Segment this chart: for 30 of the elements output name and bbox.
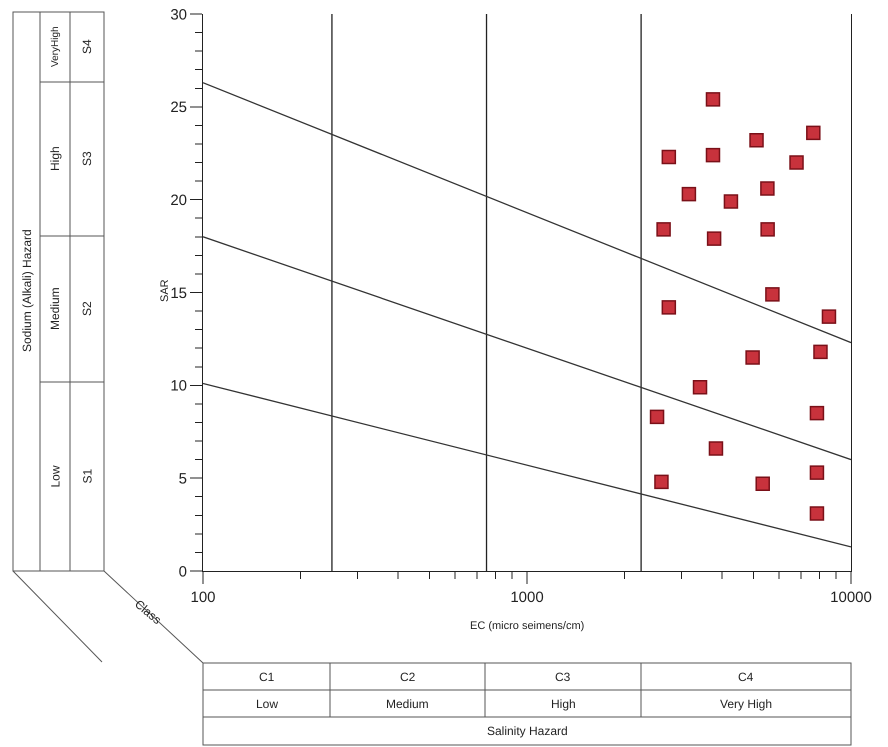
- text: High: [48, 146, 62, 171]
- y-tick-label: 10: [170, 378, 187, 395]
- y-tick-label: 15: [170, 284, 187, 302]
- text: Medium: [48, 287, 62, 330]
- text: S4: [80, 38, 94, 54]
- y-tick-label: 5: [178, 470, 187, 488]
- text: Salinity Hazard: [487, 724, 568, 738]
- text: Low: [48, 465, 62, 488]
- x-tick-label: 1000: [510, 589, 544, 606]
- y-tick-label: 30: [170, 6, 187, 24]
- text: Sodium (Alkali) Hazard: [20, 229, 34, 352]
- text: S2: [80, 300, 94, 316]
- text: C4: [738, 670, 754, 684]
- text: S3: [80, 150, 94, 166]
- text: C3: [555, 670, 571, 684]
- y-tick-label: 0: [178, 563, 187, 580]
- x-tick-label: 10000: [830, 589, 872, 606]
- text: C2: [400, 670, 416, 684]
- y-axis-title: SAR: [159, 279, 171, 302]
- y-tick-label: 25: [170, 99, 187, 116]
- text: Medium: [386, 697, 429, 711]
- text: Very High: [720, 697, 772, 711]
- text: S1: [80, 468, 94, 484]
- x-tick-label: 100: [190, 589, 216, 606]
- text: Low: [256, 697, 278, 711]
- text: VeryHigh: [50, 26, 61, 67]
- x-axis-title: EC (micro seimens/cm): [470, 620, 584, 632]
- text: High: [551, 697, 576, 711]
- text: C1: [259, 670, 275, 684]
- y-tick-label: 20: [170, 192, 187, 209]
